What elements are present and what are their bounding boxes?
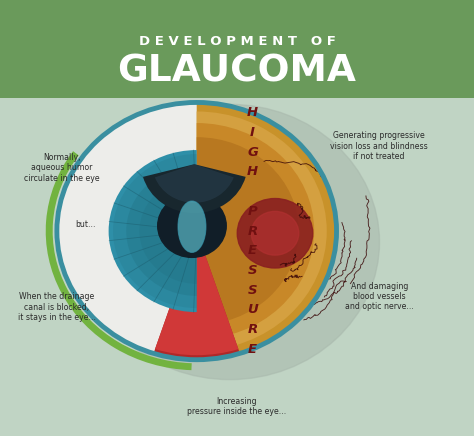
Text: I: I — [250, 126, 255, 139]
Text: E: E — [248, 343, 257, 356]
Wedge shape — [155, 164, 234, 203]
Circle shape — [237, 198, 313, 268]
Wedge shape — [126, 166, 197, 296]
Wedge shape — [197, 123, 314, 339]
Wedge shape — [155, 231, 238, 355]
Text: P: P — [248, 205, 257, 218]
Text: Increasing
pressure inside the eye...: Increasing pressure inside the eye... — [187, 397, 287, 416]
Wedge shape — [109, 150, 197, 312]
Text: H: H — [247, 165, 258, 178]
Wedge shape — [143, 164, 246, 213]
Bar — [0, 0, 474, 98]
Wedge shape — [197, 102, 337, 360]
Text: but...: but... — [75, 220, 96, 229]
Text: S: S — [248, 284, 257, 297]
Wedge shape — [139, 178, 197, 284]
Wedge shape — [197, 137, 299, 325]
Circle shape — [57, 102, 337, 360]
Text: D E V E L O P M E N T   O F: D E V E L O P M E N T O F — [138, 35, 336, 48]
Text: R: R — [247, 323, 258, 336]
Text: S: S — [248, 264, 257, 277]
Circle shape — [158, 194, 226, 257]
Text: G: G — [247, 146, 258, 159]
Text: And damaging
blood vessels
and optic nerve...: And damaging blood vessels and optic ner… — [345, 282, 414, 311]
Text: Generating progressive
vision loss and blindness
if not treated: Generating progressive vision loss and b… — [330, 131, 428, 161]
Circle shape — [251, 211, 299, 255]
Ellipse shape — [178, 201, 206, 252]
Circle shape — [80, 104, 380, 380]
Text: R: R — [247, 225, 258, 238]
Text: Normally,
aqueous humor
circulate in the eye: Normally, aqueous humor circulate in the… — [24, 153, 100, 183]
Text: When the drainage
canal is blocked,
it stays in the eye...: When the drainage canal is blocked, it s… — [18, 293, 96, 322]
Text: GLAUCOMA: GLAUCOMA — [118, 54, 356, 90]
Text: E: E — [248, 244, 257, 257]
Wedge shape — [153, 231, 240, 361]
Wedge shape — [197, 112, 327, 351]
Text: H: H — [247, 106, 258, 119]
Wedge shape — [113, 154, 197, 308]
Text: U: U — [247, 303, 258, 317]
